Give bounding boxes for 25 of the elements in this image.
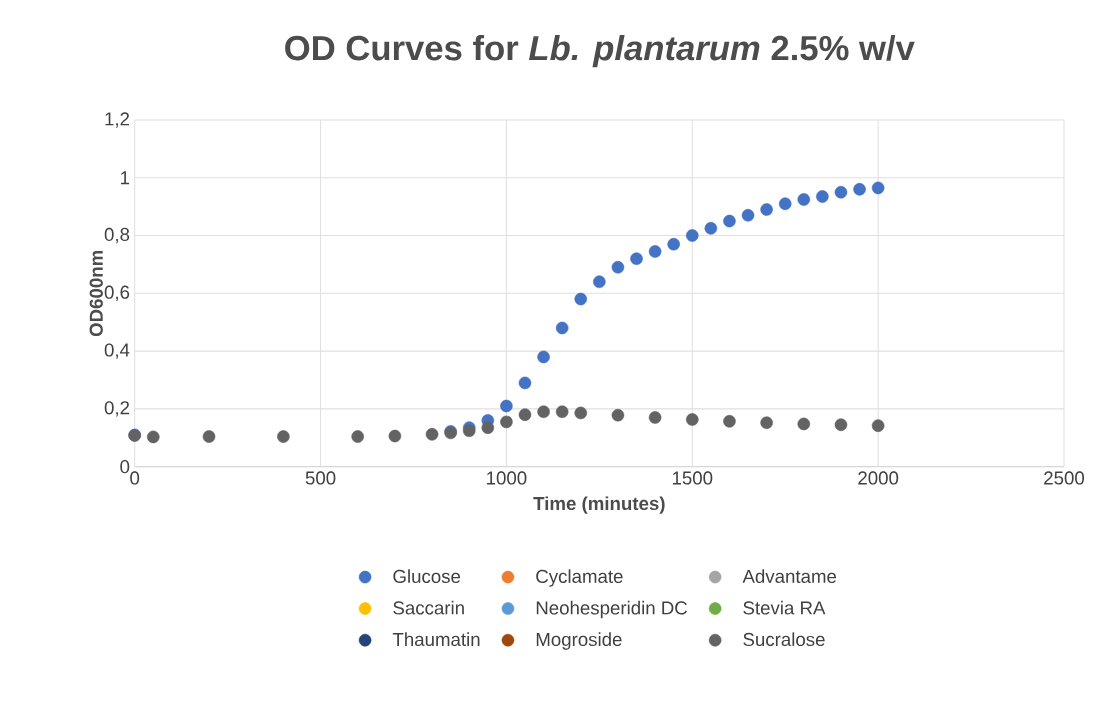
- y-axis-title: OD600nm: [89, 250, 103, 337]
- legend-label: Neohesperidin DC: [536, 600, 688, 619]
- legend-label: Stevia RA: [743, 600, 826, 615]
- x-tick-label: 2000: [858, 471, 899, 485]
- y-tick-label: 0: [120, 460, 130, 474]
- y-tick-label: 0,4: [104, 343, 130, 359]
- legend-label: Mogroside: [536, 632, 622, 650]
- x-axis-title: Time (minutes): [533, 496, 665, 514]
- y-tick-label: 0,6: [104, 285, 130, 302]
- x-tick-label: 1000: [487, 471, 527, 485]
- legend-label: Sucralose: [743, 632, 825, 647]
- x-tick-label: 0: [130, 471, 140, 485]
- legend-label: Advantame: [742, 569, 837, 584]
- legend-label: Glucose: [393, 569, 461, 584]
- chart-title: OD Curves for Lb. plantarum 2.5% w/v: [285, 34, 915, 68]
- y-tick-label: 1,2: [105, 112, 130, 128]
- x-tick-label: 500: [305, 471, 336, 485]
- y-tick-label: 0,2: [104, 401, 130, 417]
- legend-label: Saccarin: [393, 600, 464, 615]
- legend-label: Cyclamate: [536, 569, 623, 587]
- x-tick-label: 1500: [672, 471, 713, 485]
- y-tick-label: 1: [121, 171, 130, 185]
- x-tick-label: 2500: [1044, 471, 1085, 485]
- legend-label: Thaumatin: [392, 632, 480, 647]
- y-tick-label: 0,8: [104, 227, 130, 244]
